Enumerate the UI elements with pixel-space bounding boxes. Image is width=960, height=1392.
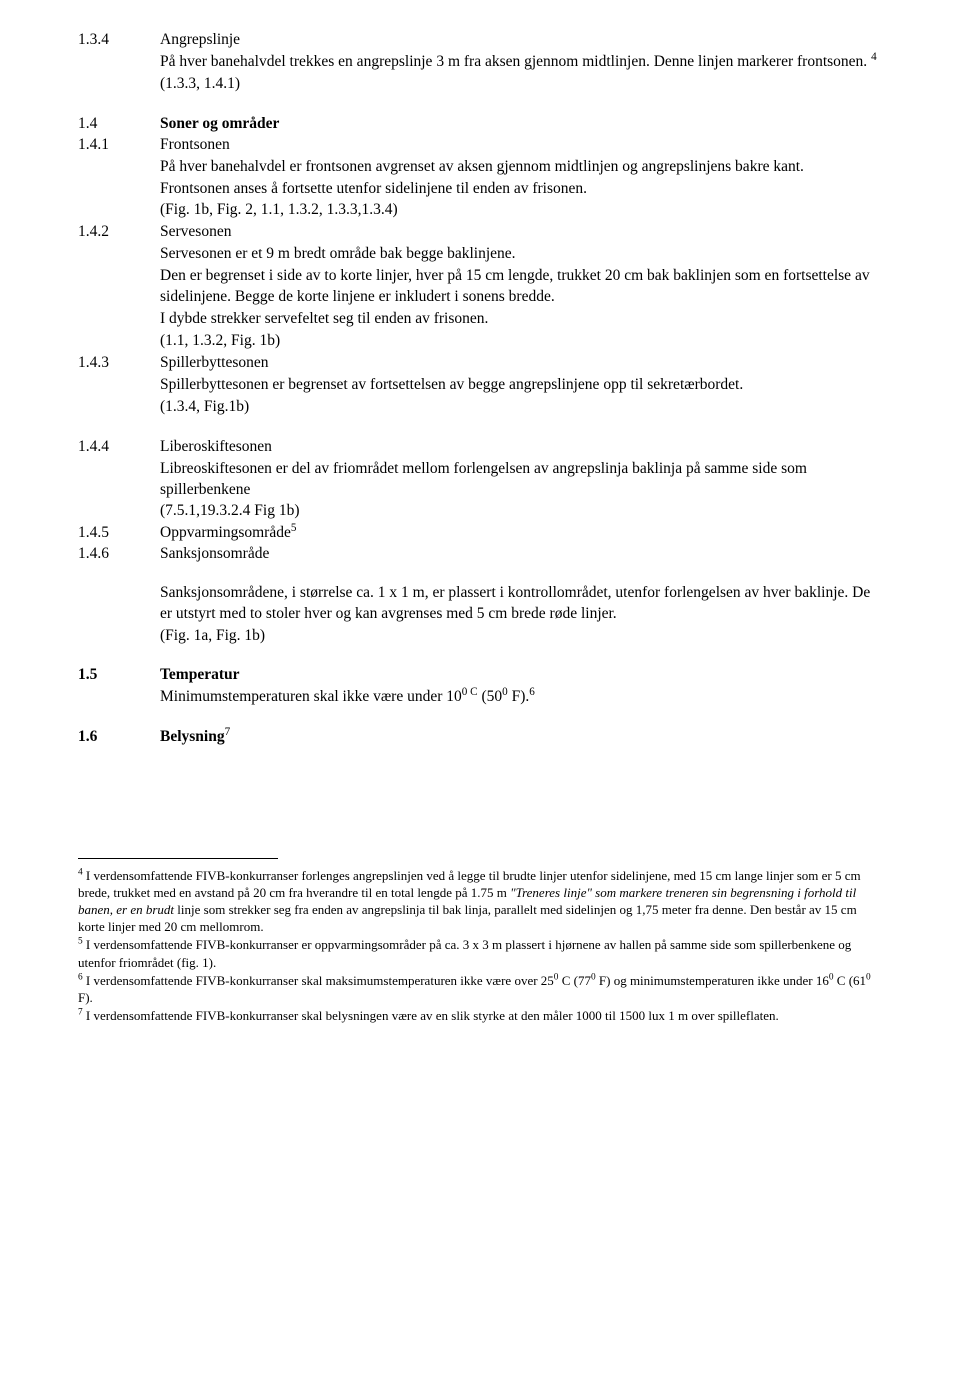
- section-text: Libreoskiftesonen er del av friområdet m…: [160, 459, 882, 501]
- text: (50: [478, 688, 503, 705]
- section-number: 1.6: [78, 727, 160, 748]
- section-content: Servesonen Servesonen er et 9 m bredt om…: [160, 222, 882, 353]
- section-text: Minimumstemperaturen skal ikke være unde…: [160, 687, 882, 708]
- section-title: Sanksjonsområde: [160, 544, 882, 565]
- section-1-5: 1.5 Temperatur Minimumstemperaturen skal…: [78, 665, 882, 709]
- exponent: 0 C: [462, 686, 478, 698]
- section-content: Oppvarmingsområde5: [160, 523, 882, 544]
- footnote-text: I verdensomfattende FIVB-konkurranser sk…: [83, 1008, 779, 1023]
- section-title: Belysning: [160, 728, 225, 745]
- footnote-7: 7 I verdensomfattende FIVB-konkurranser …: [78, 1007, 882, 1024]
- footnote-ref: 4: [871, 51, 877, 63]
- footnote-4: 4 I verdensomfattende FIVB-konkurranser …: [78, 867, 882, 936]
- section-title: Frontsonen: [160, 135, 882, 156]
- exponent: 0: [866, 972, 871, 982]
- section-text: Den er begrenset i side av to korte linj…: [160, 266, 882, 308]
- section-title: Temperatur: [160, 665, 882, 686]
- section-number: 1.4.2: [78, 222, 160, 243]
- section-number: 1.4.3: [78, 353, 160, 374]
- section-content: Liberoskiftesonen Libreoskiftesonen er d…: [160, 437, 882, 524]
- section-text: Spillerbyttesonen er begrenset av fortse…: [160, 375, 882, 396]
- footnote-text: C (77: [558, 973, 591, 988]
- section-text: På hver banehalvdel er frontsonen avgren…: [160, 157, 882, 178]
- footnote-text: F) og minimumstemperaturen ikke under 16: [596, 973, 829, 988]
- footnote-text: F).: [78, 990, 93, 1005]
- section-title: Soner og områder: [160, 114, 882, 135]
- footnote-text: C (61: [834, 973, 867, 988]
- footnote-6: 6 I verdensomfattende FIVB-konkurranser …: [78, 972, 882, 1006]
- section-title: Spillerbyttesonen: [160, 353, 882, 374]
- text: Minimumstemperaturen skal ikke være unde…: [160, 688, 462, 705]
- footnote-text: linje som strekker seg fra enden av angr…: [78, 902, 857, 934]
- section-text: Sanksjonsområdene, i størrelse ca. 1 x 1…: [160, 583, 882, 625]
- section-title: Oppvarmingsområde: [160, 524, 291, 541]
- footnote-text: I verdensomfattende FIVB-konkurranser sk…: [83, 973, 554, 988]
- section-content: Spillerbyttesonen Spillerbyttesonen er b…: [160, 353, 882, 419]
- footnote-text: I verdensomfattende FIVB-konkurranser er…: [78, 937, 851, 969]
- section-content: Angrepslinje På hver banehalvdel trekkes…: [160, 30, 882, 96]
- section-ref: (1.3.4, Fig.1b): [160, 397, 882, 418]
- footnote-separator: [78, 858, 278, 859]
- section-ref: (1.3.3, 1.4.1): [160, 74, 882, 95]
- section-content: Frontsonen På hver banehalvdel er fronts…: [160, 135, 882, 223]
- footnote-ref: 7: [225, 726, 231, 738]
- section-number: 1.3.4: [78, 30, 160, 51]
- section-number: 1.4.5: [78, 523, 160, 544]
- section-content: Temperatur Minimumstemperaturen skal ikk…: [160, 665, 882, 709]
- section-1-4: 1.4 Soner og områder 1.4.1 Frontsonen På…: [78, 114, 882, 419]
- footnote-ref: 6: [529, 686, 535, 698]
- section-title: Liberoskiftesonen: [160, 437, 882, 458]
- section-1-6: 1.6 Belysning7: [78, 727, 882, 748]
- section-ref: (1.1, 1.3.2, Fig. 1b): [160, 331, 882, 352]
- text: På hver banehalvdel trekkes en angrepsli…: [160, 53, 867, 70]
- section-number: 1.4.6: [78, 544, 160, 565]
- section-1-4-6-body: Sanksjonsområdene, i størrelse ca. 1 x 1…: [160, 583, 882, 647]
- section-ref: (7.5.1,19.3.2.4 Fig 1b): [160, 501, 882, 522]
- section-title: Servesonen: [160, 222, 882, 243]
- section-number: 1.4: [78, 114, 160, 135]
- section-1-4-4: 1.4.4 Liberoskiftesonen Libreoskiftesone…: [78, 437, 882, 566]
- section-1-3-4: 1.3.4 Angrepslinje På hver banehalvdel t…: [78, 30, 882, 96]
- footnote-5: 5 I verdensomfattende FIVB-konkurranser …: [78, 936, 882, 970]
- section-text: Frontsonen anses å fortsette utenfor sid…: [160, 179, 882, 200]
- section-ref: (Fig. 1a, Fig. 1b): [160, 626, 882, 647]
- section-text: I dybde strekker servefeltet seg til end…: [160, 309, 882, 330]
- section-title: Angrepslinje: [160, 30, 882, 51]
- section-text: Servesonen er et 9 m bredt område bak be…: [160, 244, 882, 265]
- section-text: På hver banehalvdel trekkes en angrepsli…: [160, 52, 882, 73]
- section-content: Belysning7: [160, 727, 882, 748]
- footnote-ref: 5: [291, 522, 297, 534]
- text: F).: [508, 688, 530, 705]
- section-number: 1.4.4: [78, 437, 160, 458]
- section-number: 1.5: [78, 665, 160, 686]
- section-ref: (Fig. 1b, Fig. 2, 1.1, 1.3.2, 1.3.3,1.3.…: [160, 200, 882, 221]
- section-number: 1.4.1: [78, 135, 160, 156]
